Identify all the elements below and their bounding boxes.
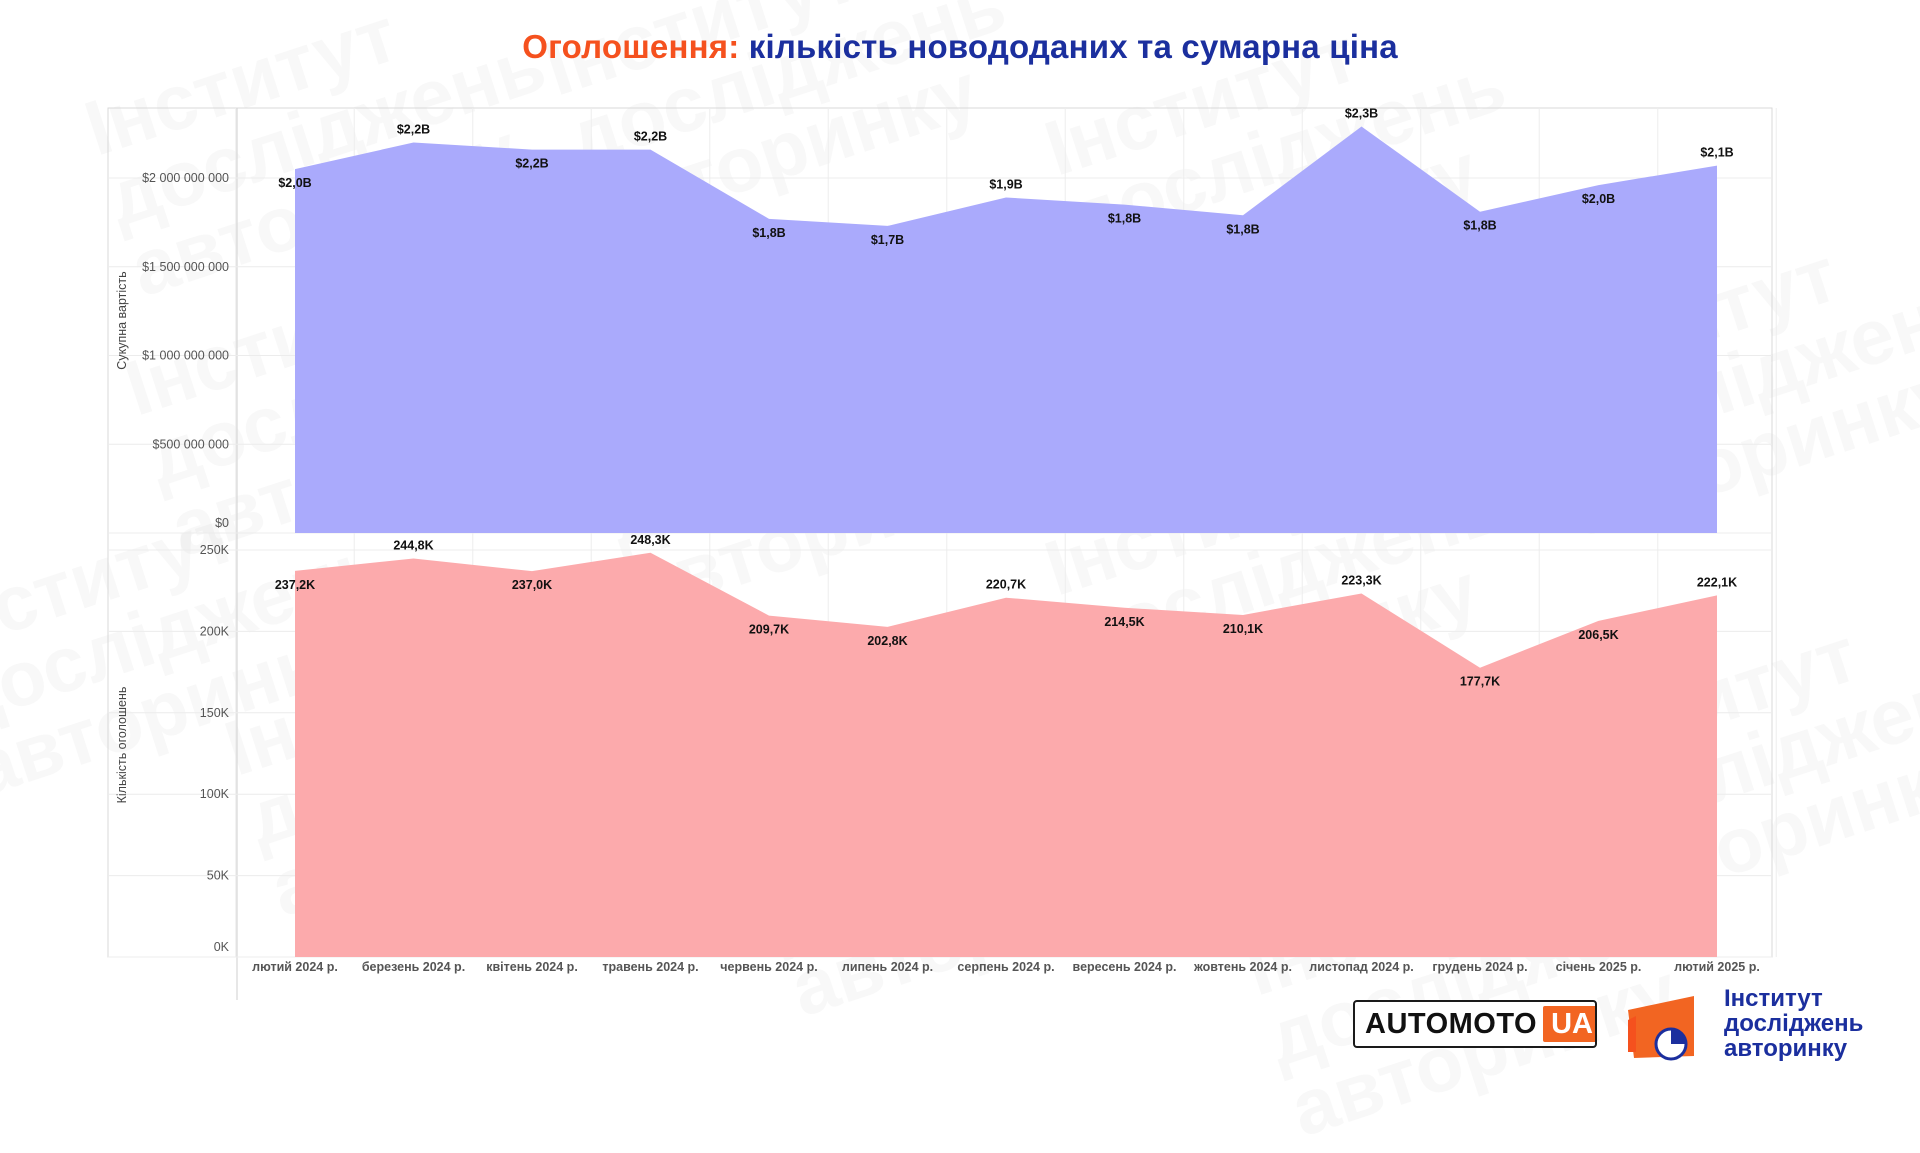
data-label: 202,8K [867, 634, 907, 648]
y-axis-title: Кількість оголошень [115, 687, 129, 804]
chart-title-main: кількість новододаних та сумарна ціна [748, 28, 1398, 65]
institute-logo: Інститут досліджень авторинку [1624, 986, 1894, 1066]
data-label: $2,2B [515, 157, 548, 171]
automoto-logo-suffix: UA [1543, 1006, 1595, 1042]
data-label: $1,8B [1463, 219, 1496, 233]
y-tick-label: $1 500 000 000 [142, 260, 229, 274]
x-tick-label: лютий 2025 р. [1674, 960, 1760, 974]
x-tick-label: вересень 2024 р. [1073, 960, 1177, 974]
data-label: $2,0B [1582, 192, 1615, 206]
x-tick-label: грудень 2024 р. [1432, 960, 1527, 974]
x-tick-label: липень 2024 р. [842, 960, 933, 974]
x-tick-label: червень 2024 р. [720, 960, 817, 974]
data-label: 244,8K [393, 538, 433, 552]
y-tick-label: 200K [200, 624, 230, 638]
x-tick-label: лютий 2024 р. [252, 960, 338, 974]
y-tick-label: $0 [215, 516, 229, 530]
listings-count-area [295, 552, 1717, 957]
data-label: $2,2B [634, 130, 667, 144]
data-label: 220,7K [986, 578, 1026, 592]
y-tick-label: $2 000 000 000 [142, 171, 229, 185]
automoto-logo: AUTOMOTO UA [1353, 1000, 1597, 1048]
data-label: 177,7K [1460, 675, 1500, 689]
x-tick-label: листопад 2024 р. [1309, 960, 1413, 974]
chart-title: Оголошення: кількість новододаних та сум… [0, 28, 1920, 66]
x-tick-label: квітень 2024 р. [486, 960, 578, 974]
y-tick-label: $500 000 000 [153, 437, 230, 451]
data-label: $2,2B [397, 123, 430, 137]
y-tick-label: 250K [200, 543, 230, 557]
y-tick-label: 100K [200, 787, 230, 801]
data-label: 237,2K [275, 578, 315, 592]
total-value-area [295, 126, 1717, 534]
y-axis-title: Сукупна вартість [115, 271, 129, 369]
data-label: 237,0K [512, 578, 552, 592]
y-tick-label: 0K [214, 940, 230, 954]
data-label: 223,3K [1341, 573, 1381, 587]
data-label: $2,0B [278, 176, 311, 190]
x-tick-label: травень 2024 р. [602, 960, 698, 974]
data-label: 248,3K [630, 533, 670, 547]
area-charts: $0 $500 000 000 $1 000 000 000 $1 500 000 0… [107, 107, 1777, 1000]
automoto-logo-text: AUTOMOTO [1365, 1007, 1538, 1040]
x-tick-label: березень 2024 р. [362, 960, 465, 974]
data-label: 214,5K [1104, 615, 1144, 629]
data-label: $1,8B [752, 226, 785, 240]
x-tick-label: жовтень 2024 р. [1193, 960, 1292, 974]
data-label: $1,7B [871, 233, 904, 247]
y-tick-label: 150K [200, 706, 230, 720]
x-tick-label: серпень 2024 р. [957, 960, 1054, 974]
data-label: 209,7K [749, 623, 789, 637]
y-tick-label: $1 000 000 000 [142, 349, 229, 363]
institute-logo-text: Інститут досліджень авторинку [1724, 986, 1863, 1061]
data-label: 210,1K [1223, 622, 1263, 636]
institute-logo-line-3: авторинку [1724, 1035, 1848, 1062]
data-label: $1,8B [1108, 212, 1141, 226]
institute-logo-icon [1628, 996, 1694, 1061]
data-label: 222,1K [1697, 575, 1737, 589]
data-label: 206,5K [1578, 628, 1618, 642]
data-label: $2,1B [1700, 146, 1733, 160]
institute-logo-line-1: Інститут [1724, 985, 1823, 1012]
data-label: $2,3B [1345, 107, 1378, 121]
data-label: $1,8B [1226, 222, 1259, 236]
chart-title-prefix: Оголошення: [522, 28, 740, 65]
y-tick-label: 50K [207, 869, 230, 883]
x-tick-label: січень 2025 р. [1556, 960, 1642, 974]
data-label: $1,9B [989, 178, 1022, 192]
institute-logo-line-2: досліджень [1724, 1010, 1864, 1037]
